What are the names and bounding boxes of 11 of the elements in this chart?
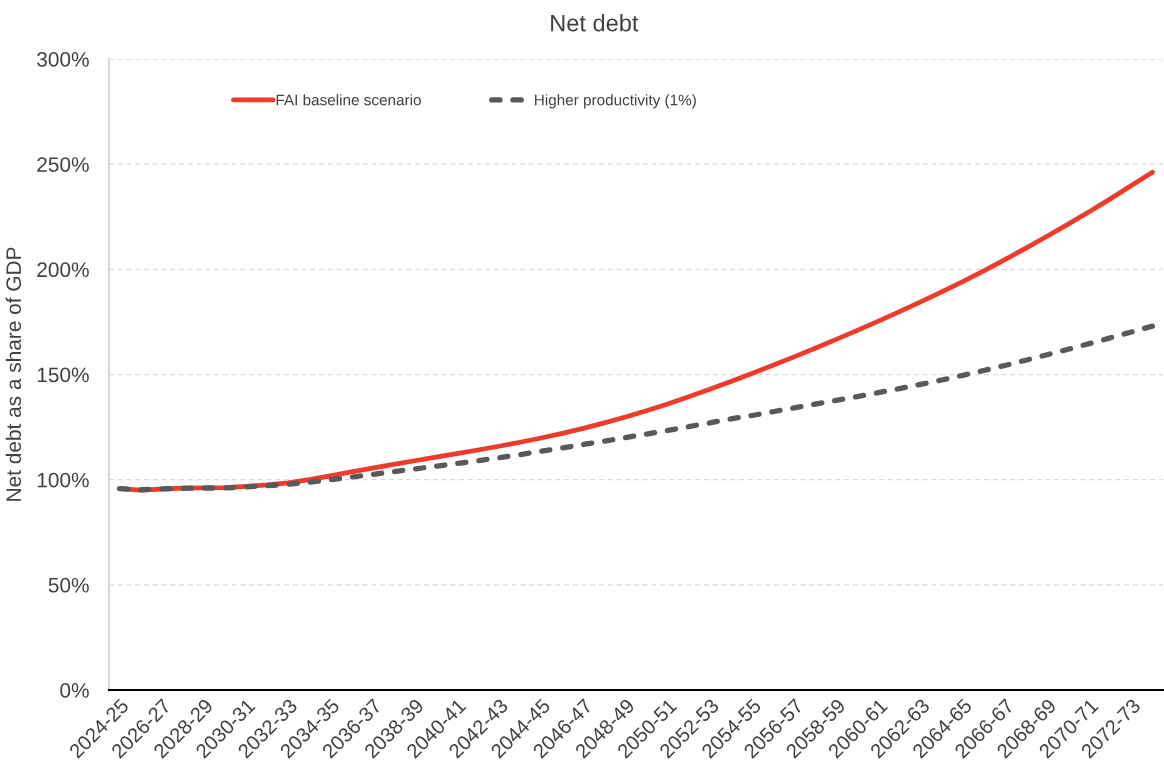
- y-tick-label: 200%: [37, 262, 89, 278]
- y-axis-title: Net debt as a share of GDP: [5, 247, 22, 501]
- y-tick-label: 0%: [60, 683, 89, 698]
- y-tick-label: 300%: [37, 52, 89, 67]
- y-tick-label: 150%: [37, 367, 89, 383]
- legend-label: Higher productivity (1%): [535, 94, 696, 109]
- chart-title: Net debt: [551, 14, 639, 32]
- y-tick-label: 250%: [37, 157, 89, 172]
- legend-label: FAI baseline scenario: [276, 94, 421, 106]
- y-tick-label: 50%: [48, 577, 89, 593]
- y-tick-label: 100%: [37, 472, 89, 488]
